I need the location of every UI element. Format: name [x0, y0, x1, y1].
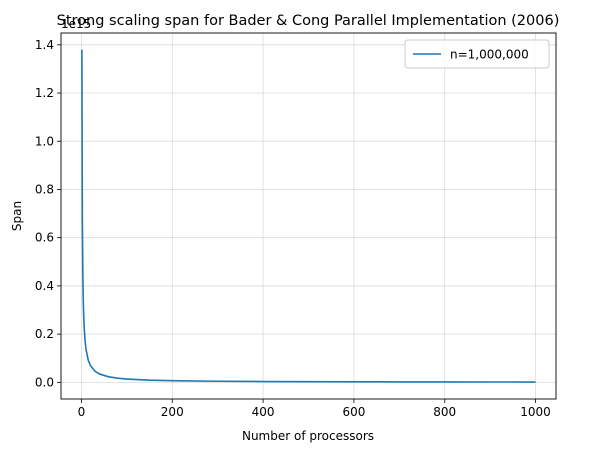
- series-line: [81, 49, 536, 383]
- legend-box: [404, 39, 550, 69]
- y-tick-label: 0.6: [35, 231, 54, 245]
- chart-title: Strong scaling span for Bader & Cong Par…: [57, 13, 560, 29]
- y-tick-label: 0.4: [35, 279, 54, 293]
- grid-lines: [61, 33, 556, 399]
- y-offset-label: 1e15: [61, 17, 91, 31]
- y-axis-label: Span: [10, 201, 24, 231]
- y-tick-label: 1.0: [35, 134, 54, 148]
- y-axis-ticks: 0.0 0.2 0.4 0.6 0.8 1.0 1.2 1.4: [35, 38, 61, 389]
- x-tick-label: 400: [252, 405, 275, 419]
- y-tick-label: 1.2: [35, 86, 54, 100]
- x-tick-label: 0: [78, 405, 86, 419]
- y-tick-label: 1.4: [35, 38, 54, 52]
- y-tick-label: 0.2: [35, 327, 54, 341]
- x-axis-ticks: 0 200 400 600 800 1000: [78, 399, 551, 419]
- legend-label: n=1,000,000: [450, 48, 529, 62]
- series-group: [81, 49, 536, 383]
- legend: n=1,000,000: [404, 39, 550, 69]
- x-tick-label: 800: [433, 405, 456, 419]
- x-axis-label: Number of processors: [242, 429, 374, 443]
- y-tick-label: 0.0: [35, 375, 54, 389]
- x-tick-label: 600: [342, 405, 365, 419]
- y-tick-label: 0.8: [35, 182, 54, 196]
- x-tick-label: 200: [161, 405, 184, 419]
- x-tick-label: 1000: [520, 405, 551, 419]
- plot-frame: [60, 32, 557, 400]
